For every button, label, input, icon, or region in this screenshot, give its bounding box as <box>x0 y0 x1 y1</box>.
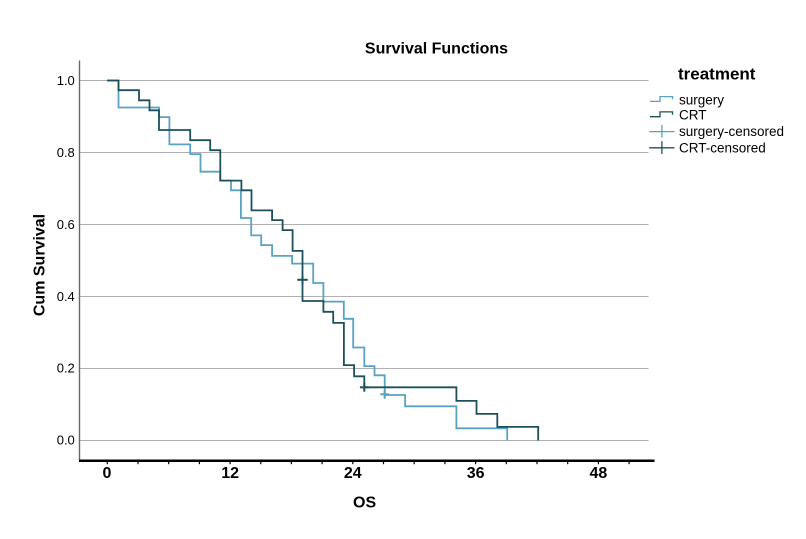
svg-text:0.6: 0.6 <box>57 217 75 232</box>
svg-text:Cum Survival: Cum Survival <box>32 214 49 316</box>
svg-text:0.4: 0.4 <box>57 289 75 304</box>
svg-text:CRT: CRT <box>679 108 707 123</box>
svg-text:treatment: treatment <box>678 65 756 84</box>
svg-text:0.0: 0.0 <box>57 433 75 448</box>
svg-text:0.8: 0.8 <box>57 145 75 160</box>
svg-text:0.2: 0.2 <box>57 361 75 376</box>
svg-text:0: 0 <box>103 465 112 482</box>
svg-text:OS: OS <box>353 495 376 512</box>
svg-text:12: 12 <box>221 465 239 482</box>
svg-text:1.0: 1.0 <box>57 73 75 88</box>
svg-text:48: 48 <box>590 465 608 482</box>
svg-text:surgery-censored: surgery-censored <box>679 124 784 139</box>
svg-text:24: 24 <box>344 465 362 482</box>
svg-text:36: 36 <box>467 465 485 482</box>
svg-text:surgery: surgery <box>679 92 724 107</box>
svg-text:Survival Functions: Survival Functions <box>365 41 508 58</box>
svg-text:CRT-censored: CRT-censored <box>679 140 766 155</box>
